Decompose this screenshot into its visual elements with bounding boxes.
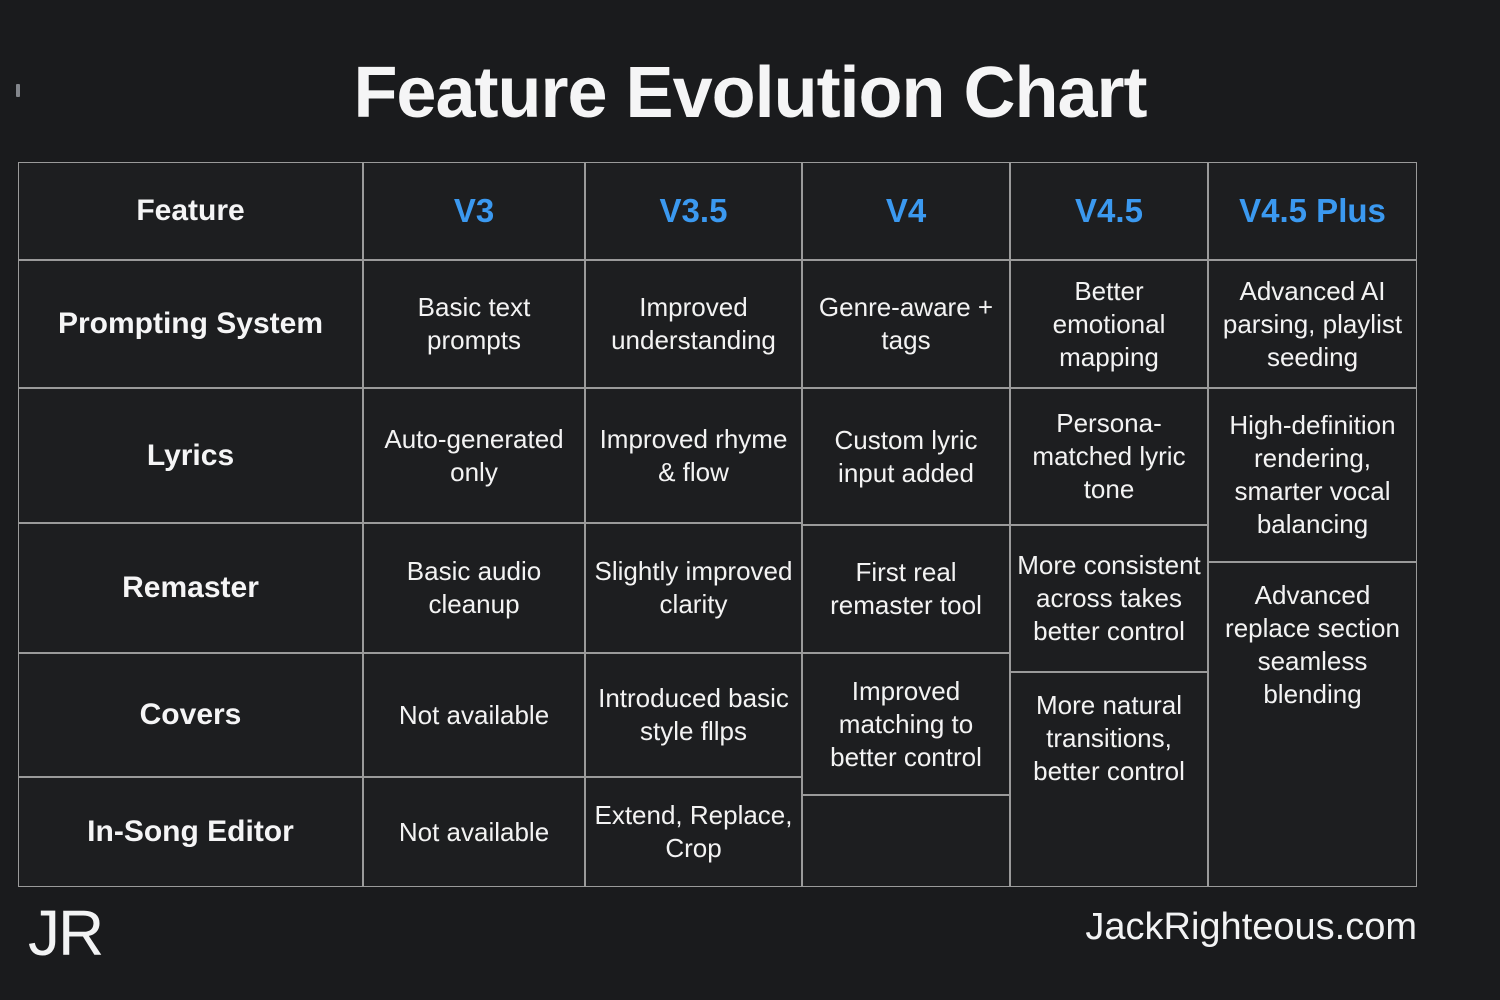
cell-v4-5-lyrics: Persona-matched lyric tone — [1010, 388, 1208, 525]
site-url: JackRighteous.com — [1085, 906, 1417, 948]
cell-v3-insong: Not available — [363, 777, 585, 887]
row-label-prompting-system: Prompting System — [18, 260, 363, 388]
cell-v4-5-plus-lyrics: High-definition rendering, smarter vocal… — [1208, 388, 1417, 562]
header-v3-5: V3.5 — [585, 162, 802, 260]
header-feature: Feature — [18, 162, 363, 260]
cell-v4-5-plus-prompting: Advanced AI parsing, playlist seeding — [1208, 260, 1417, 388]
cell-v3-lyrics: Auto-generated only — [363, 388, 585, 523]
cell-v3-prompting: Basic text prompts — [363, 260, 585, 388]
row-label-lyrics: Lyrics — [18, 388, 363, 523]
cell-v3-5-prompting: Improved understanding — [585, 260, 802, 388]
row-label-covers: Covers — [18, 653, 363, 777]
stray-tick-mark — [16, 84, 20, 97]
cell-v3-5-remaster: Slightly improved clarity — [585, 523, 802, 653]
header-v4-5-plus: V4.5 Plus — [1208, 162, 1417, 260]
cell-v4-remaster: First real remaster tool — [802, 525, 1010, 653]
cell-v3-5-insong: Extend, Replace, Crop — [585, 777, 802, 887]
cell-v4-prompting: Genre-aware + tags — [802, 260, 1010, 388]
jr-logo: JR — [28, 897, 104, 969]
cell-v4-covers: Improved matching to better control — [802, 653, 1010, 795]
cell-v3-5-lyrics: Improved rhyme & flow — [585, 388, 802, 523]
cell-v4-5-covers-insong: More natural transitions, better control — [1010, 672, 1208, 887]
page-title: Feature Evolution Chart — [353, 53, 1147, 133]
cell-v4-5-prompting: Better emotional mapping — [1010, 260, 1208, 388]
row-label-remaster: Remaster — [18, 523, 363, 653]
cell-v4-5-remaster: More consistent across takes better cont… — [1010, 525, 1208, 672]
header-v4: V4 — [802, 162, 1010, 260]
cell-v3-5-covers: Introduced basic style fllps — [585, 653, 802, 777]
row-label-in-song-editor: In-Song Editor — [18, 777, 363, 887]
header-v3: V3 — [363, 162, 585, 260]
cell-v4-insong-empty — [802, 795, 1010, 887]
cell-v4-lyrics: Custom lyric input added — [802, 388, 1010, 525]
cell-v3-remaster: Basic audio cleanup — [363, 523, 585, 653]
header-v4-5: V4.5 — [1010, 162, 1208, 260]
cell-v3-covers: Not available — [363, 653, 585, 777]
cell-v4-5-plus-merged: Advanced replace section seamless blendi… — [1208, 562, 1417, 887]
